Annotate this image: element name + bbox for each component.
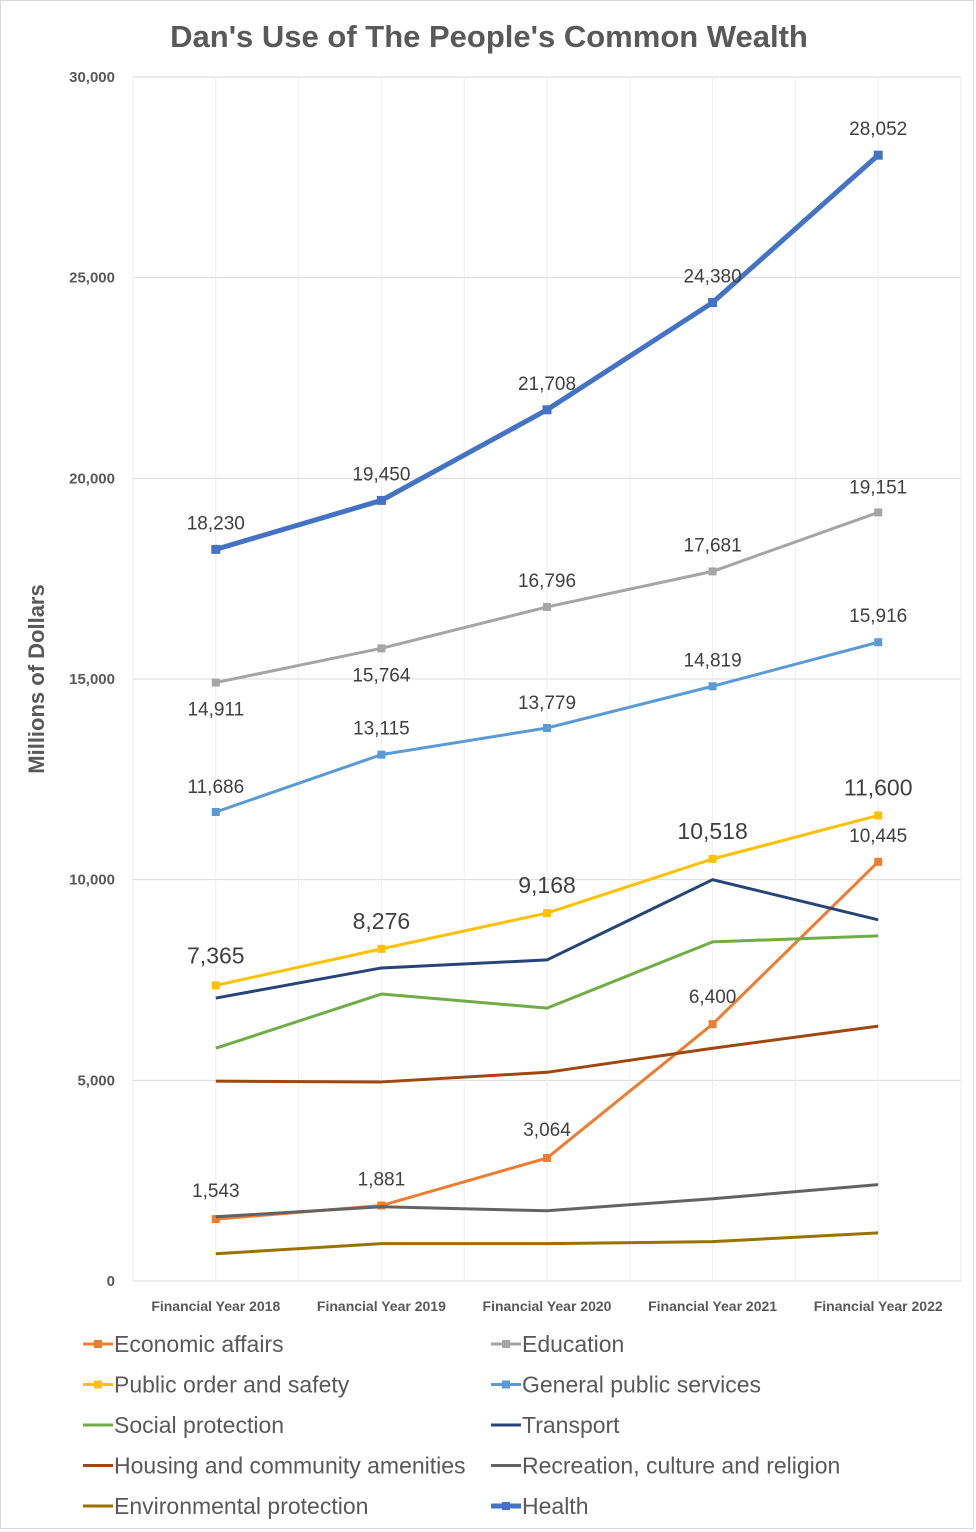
data-label-economic-affairs: 1,881 bbox=[358, 1170, 406, 1191]
y-tick-label: 25,000 bbox=[69, 270, 115, 287]
data-label-health: 18,230 bbox=[187, 513, 245, 534]
data-label-public-order-and-safety: 10,518 bbox=[677, 818, 747, 844]
legend-label-education: Education bbox=[522, 1331, 624, 1357]
data-point-education bbox=[543, 602, 551, 611]
data-point-education bbox=[708, 567, 717, 576]
data-labels: 1,543 1,881 3,064 6,400 10,445 14,911 15,764 16… bbox=[187, 119, 913, 1202]
data-point-economic-affairs bbox=[543, 1154, 551, 1163]
legend-label-general-public-services: General public services bbox=[522, 1372, 761, 1398]
data-label-general-public-services: 11,686 bbox=[187, 777, 244, 798]
data-point-public-order-and-safety bbox=[543, 909, 551, 918]
legend: Economic affairs Education Public order an… bbox=[83, 1331, 840, 1519]
data-point-health bbox=[873, 150, 883, 160]
legend-label-social-protection: Social protection bbox=[114, 1412, 284, 1438]
data-label-general-public-services: 15,916 bbox=[849, 606, 907, 627]
legend-marker-economic-affairs bbox=[94, 1340, 102, 1348]
data-point-health bbox=[376, 495, 386, 505]
data-point-general-public-services bbox=[377, 750, 386, 759]
data-label-public-order-and-safety: 11,600 bbox=[844, 774, 913, 800]
data-label-economic-affairs: 3,064 bbox=[523, 1120, 571, 1141]
series-line-transport bbox=[215, 878, 879, 1000]
data-point-health bbox=[542, 405, 552, 415]
y-tick-label: 15,000 bbox=[69, 671, 115, 688]
chart-title: Dan's Use of The People's Common Wealth bbox=[170, 19, 808, 54]
data-label-education: 16,796 bbox=[518, 571, 576, 592]
data-label-economic-affairs: 6,400 bbox=[689, 987, 737, 1008]
series-line-environmental-protection bbox=[215, 1231, 879, 1256]
data-label-education: 19,151 bbox=[849, 477, 907, 498]
data-point-public-order-and-safety bbox=[708, 854, 717, 863]
y-tick-label: 10,000 bbox=[69, 872, 115, 889]
data-label-health: 21,708 bbox=[518, 374, 576, 395]
gridlines bbox=[132, 76, 962, 1282]
data-label-public-order-and-safety: 7,365 bbox=[187, 942, 245, 968]
data-point-education bbox=[377, 644, 386, 653]
legend-label-health: Health bbox=[522, 1493, 588, 1519]
data-label-health: 24,380 bbox=[684, 267, 742, 288]
legend-label-recreation-culture-and-religion: Recreation, culture and religion bbox=[522, 1453, 840, 1479]
data-label-general-public-services: 13,115 bbox=[353, 719, 410, 740]
series-line-recreation-culture-and-religion bbox=[215, 1183, 879, 1219]
legend-label-public-order-and-safety: Public order and safety bbox=[114, 1372, 350, 1398]
y-tick-label: 20,000 bbox=[69, 470, 115, 487]
data-point-health bbox=[211, 544, 221, 554]
data-point-general-public-services bbox=[874, 638, 883, 647]
legend-marker-public-order-and-safety bbox=[94, 1380, 102, 1389]
y-tick-label: 0 bbox=[107, 1273, 115, 1290]
data-label-education: 14,911 bbox=[187, 700, 244, 721]
legend-label-environmental-protection: Environmental protection bbox=[114, 1493, 368, 1519]
data-label-public-order-and-safety: 9,168 bbox=[518, 872, 576, 898]
data-label-education: 15,764 bbox=[352, 665, 411, 686]
data-point-public-order-and-safety bbox=[874, 811, 883, 820]
data-label-public-order-and-safety: 8,276 bbox=[353, 908, 411, 934]
data-label-economic-affairs: 10,445 bbox=[849, 826, 907, 847]
x-axis-ticks: Financial Year 2018 Financial Year 2019 Fi… bbox=[151, 1298, 943, 1314]
y-tick-label: 30,000 bbox=[69, 69, 115, 86]
data-label-general-public-services: 13,779 bbox=[518, 693, 576, 714]
legend-label-transport: Transport bbox=[522, 1412, 620, 1438]
legend-marker-health bbox=[502, 1502, 510, 1510]
x-tick-label: Financial Year 2022 bbox=[814, 1298, 943, 1314]
y-axis-label: Millions of Dollars bbox=[24, 584, 49, 773]
x-tick-label: Financial Year 2018 bbox=[151, 1298, 280, 1314]
data-point-economic-affairs bbox=[874, 857, 883, 866]
data-label-general-public-services: 14,819 bbox=[684, 650, 742, 671]
data-point-general-public-services bbox=[543, 724, 551, 733]
x-tick-label: Financial Year 2019 bbox=[317, 1298, 446, 1314]
data-point-education bbox=[874, 508, 883, 517]
data-point-general-public-services bbox=[708, 682, 717, 691]
data-point-health bbox=[708, 298, 718, 308]
data-label-health: 19,450 bbox=[352, 464, 410, 485]
data-label-health: 28,052 bbox=[849, 119, 907, 140]
legend-label-housing-and-community-amenities: Housing and community amenities bbox=[114, 1453, 466, 1479]
x-tick-label: Financial Year 2020 bbox=[483, 1298, 612, 1314]
data-point-education bbox=[211, 678, 220, 687]
legend-marker-general-public-services bbox=[502, 1380, 510, 1389]
series-line-housing-and-community-amenities bbox=[215, 1024, 879, 1084]
x-tick-label: Financial Year 2021 bbox=[648, 1298, 777, 1314]
data-point-economic-affairs bbox=[211, 1215, 220, 1224]
data-point-general-public-services bbox=[211, 808, 220, 817]
legend-label-economic-affairs: Economic affairs bbox=[114, 1331, 284, 1357]
data-label-education: 17,681 bbox=[684, 535, 742, 556]
legend-marker-education bbox=[502, 1340, 510, 1348]
data-point-economic-affairs bbox=[708, 1020, 717, 1029]
data-label-economic-affairs: 1,543 bbox=[192, 1181, 240, 1202]
series-line-social-protection bbox=[215, 934, 879, 1050]
series-lines bbox=[211, 150, 883, 1256]
y-axis-ticks: 0 5,000 10,000 15,000 20,000 25,000 30,000 bbox=[69, 69, 115, 1290]
y-tick-label: 5,000 bbox=[77, 1072, 115, 1089]
data-point-public-order-and-safety bbox=[377, 944, 386, 953]
data-point-public-order-and-safety bbox=[211, 981, 220, 990]
